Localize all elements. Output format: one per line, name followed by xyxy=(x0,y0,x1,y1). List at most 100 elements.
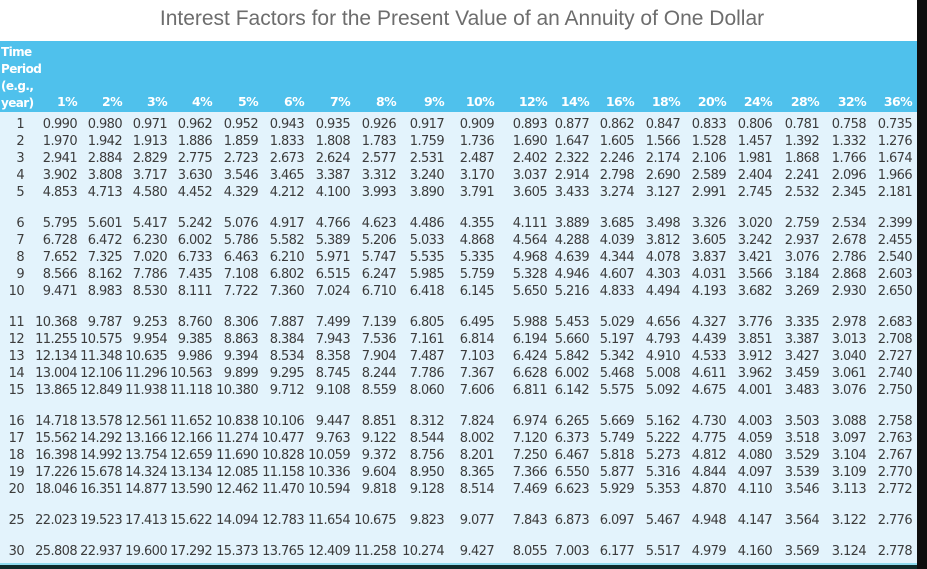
factor-cell: 2.531 xyxy=(409,151,445,166)
factor-cell: 5.988 xyxy=(512,315,548,330)
factor-cell: 2.727 xyxy=(877,349,913,364)
factor-cell: 3.529 xyxy=(784,448,820,463)
factor-cell: 9.122 xyxy=(361,431,397,446)
factor-cell: 2.345 xyxy=(831,185,867,200)
factor-cell: 6.623 xyxy=(554,482,590,497)
factor-cell: 2.978 xyxy=(831,315,867,330)
factor-cell: 5.076 xyxy=(223,216,259,231)
rate-column-header: 36% xyxy=(883,94,913,109)
factor-cell: 2.772 xyxy=(877,482,913,497)
factor-cell: 2.758 xyxy=(877,414,913,429)
factor-cell: 10.828 xyxy=(262,448,304,463)
factor-cell: 4.917 xyxy=(269,216,305,231)
factor-cell: 11.938 xyxy=(125,383,167,398)
factor-cell: 0.943 xyxy=(269,117,305,132)
factor-cell: 3.564 xyxy=(784,513,820,528)
factor-cell: 2.532 xyxy=(784,185,820,200)
factor-cell: 1.783 xyxy=(361,134,397,149)
factor-cell: 10.563 xyxy=(170,366,212,381)
factor-cell: 11.255 xyxy=(35,332,77,347)
factor-cell: 1.859 xyxy=(223,134,259,149)
factor-cell: 8.983 xyxy=(87,284,123,299)
factor-cell: 2.745 xyxy=(737,185,773,200)
table-row: 1 0.990 0.980 0.971 0.962 0.952 0.943 0.935 0.92… xyxy=(0,116,917,133)
factor-cell: 4.656 xyxy=(645,315,681,330)
factor-cell: 8.002 xyxy=(459,431,495,446)
factor-cell: 3.312 xyxy=(361,168,397,183)
table-header: Time Period (e.g., year) 1% 2% 3% 4% 5% 6% 7% 8… xyxy=(0,41,917,112)
factor-cell: 7.103 xyxy=(459,349,495,364)
factor-cell: 9.899 xyxy=(223,366,259,381)
factor-cell: 6.811 xyxy=(512,383,548,398)
factor-cell: 4.946 xyxy=(554,267,590,282)
factor-cell: 14.292 xyxy=(80,431,122,446)
table-row: 2 1.970 1.942 1.913 1.886 1.859 1.833 1.808 1.78… xyxy=(0,133,917,150)
factor-cell: 4.039 xyxy=(599,233,635,248)
factor-cell: 1.868 xyxy=(784,151,820,166)
factor-cell: 5.316 xyxy=(645,465,681,480)
factor-cell: 2.322 xyxy=(554,151,590,166)
factor-cell: 8.745 xyxy=(315,366,351,381)
factor-cell: 7.487 xyxy=(409,349,445,364)
factor-cell: 5.453 xyxy=(554,315,590,330)
factor-cell: 12.106 xyxy=(80,366,122,381)
factor-cell: 3.851 xyxy=(737,332,773,347)
period-cell: 14 xyxy=(8,366,25,381)
factor-cell: 13.134 xyxy=(170,465,212,480)
factor-cell: 12.409 xyxy=(308,544,350,559)
factor-cell: 10.336 xyxy=(308,465,350,480)
factor-cell: 3.685 xyxy=(599,216,635,231)
period-cell: 4 xyxy=(16,168,24,183)
rate-column-header: 7% xyxy=(329,94,351,109)
factor-cell: 13.166 xyxy=(125,431,167,446)
factor-cell: 5.197 xyxy=(599,332,635,347)
factor-cell: 1.942 xyxy=(87,134,123,149)
factor-cell: 3.539 xyxy=(784,465,820,480)
factor-cell: 4.097 xyxy=(737,465,773,480)
factor-cell: 9.128 xyxy=(409,482,445,497)
factor-cell: 7.824 xyxy=(459,414,495,429)
factor-cell: 8.306 xyxy=(223,315,259,330)
factor-cell: 5.342 xyxy=(599,349,635,364)
factor-cell: 11.470 xyxy=(262,482,304,497)
factor-cell: 12.561 xyxy=(125,414,167,429)
table-row: 25 22.023 19.523 17.413 15.622 14.094 12.783 11… xyxy=(0,512,917,529)
factor-cell: 14.877 xyxy=(125,482,167,497)
factor-cell: 2.096 xyxy=(831,168,867,183)
factor-cell: 1.276 xyxy=(877,134,913,149)
factor-cell: 6.230 xyxy=(132,233,168,248)
factor-cell: 8.201 xyxy=(459,448,495,463)
factor-cell: 6.142 xyxy=(554,383,590,398)
factor-cell: 6.814 xyxy=(459,332,495,347)
factor-cell: 4.812 xyxy=(691,448,727,463)
factor-cell: 3.242 xyxy=(737,233,773,248)
rate-column-header: 2% xyxy=(101,94,123,109)
factor-cell: 1.981 xyxy=(737,151,773,166)
factor-cell: 3.503 xyxy=(784,414,820,429)
factor-cell: 4.486 xyxy=(409,216,445,231)
period-cell: 11 xyxy=(8,315,25,330)
factor-cell: 2.750 xyxy=(877,383,913,398)
factor-cell: 1.970 xyxy=(42,134,78,149)
factor-cell: 15.373 xyxy=(216,544,258,559)
factor-cell: 5.601 xyxy=(87,216,123,231)
factor-cell: 6.467 xyxy=(554,448,590,463)
factor-cell: 4.329 xyxy=(223,185,259,200)
factor-cell: 3.326 xyxy=(691,216,727,231)
factor-cell: 0.917 xyxy=(409,117,445,132)
factor-cell: 2.798 xyxy=(599,168,635,183)
factor-cell: 3.387 xyxy=(784,332,820,347)
factor-cell: 9.394 xyxy=(223,349,259,364)
factor-cell: 7.786 xyxy=(132,267,168,282)
factor-cell: 8.365 xyxy=(459,465,495,480)
factor-cell: 13.590 xyxy=(170,482,212,497)
factor-cell: 7.139 xyxy=(361,315,397,330)
factor-cell: 22.937 xyxy=(80,544,122,559)
factor-cell: 3.109 xyxy=(831,465,867,480)
table-row: 17 15.562 14.292 13.166 12.166 11.274 10.477 9.… xyxy=(0,430,917,447)
table-row: 6 5.795 5.601 5.417 5.242 5.076 4.917 4.766 4.62… xyxy=(0,215,917,232)
factor-cell: 6.550 xyxy=(554,465,590,480)
factor-cell: 4.564 xyxy=(512,233,548,248)
factor-cell: 2.540 xyxy=(877,250,913,265)
factor-cell: 5.033 xyxy=(409,233,445,248)
